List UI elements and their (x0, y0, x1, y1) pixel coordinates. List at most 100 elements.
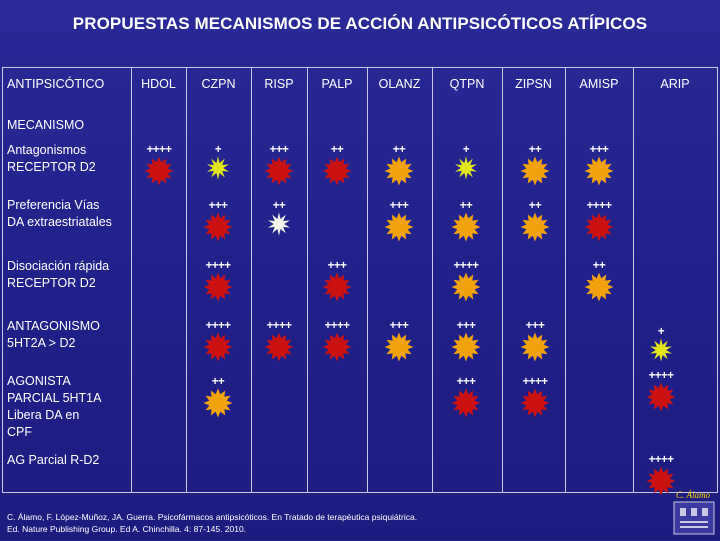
marker-ant-palp: ++++ (314, 320, 360, 362)
grid-line (307, 67, 308, 492)
star-shape (267, 212, 291, 236)
marker-level-text: ++++ (205, 320, 231, 332)
marker-ant-arip: + (638, 326, 684, 362)
star-core (590, 162, 608, 180)
marker-pref-czpn: +++ (195, 200, 241, 242)
marker-ant-qtpn: +++ (443, 320, 489, 362)
star-core (328, 162, 346, 180)
marker-level-text: ++++ (648, 370, 674, 382)
header-hdol: HDOL (141, 77, 176, 91)
header-qtpn: QTPN (449, 77, 485, 91)
star-core (526, 218, 544, 236)
row-label-agonista-parcial: AGONISTA PARCIAL 5HT1A Libera DA en CPF (7, 374, 101, 439)
marker-level-text: ++ (459, 200, 473, 212)
marker-d2-zipsn: ++ (512, 144, 558, 186)
star-red-icon (646, 466, 676, 496)
marker-d2-qtpn: + (443, 144, 489, 180)
citation: C. Álamo, F. López-Muñoz, JA. Guerra. Ps… (7, 511, 417, 535)
logo-text: C. Álamo (676, 490, 711, 500)
row-label-ag-parcial-rd2: AG Parcial R-D2 (7, 453, 100, 467)
marker-level-text: + (657, 326, 665, 338)
star-red-icon (322, 332, 352, 362)
star-core (526, 162, 544, 180)
star-shape (206, 156, 230, 180)
star-red-icon (451, 388, 481, 418)
marker-level-text: ++++ (648, 454, 674, 466)
marker-level-text: ++ (211, 376, 225, 388)
marker-pref-risp: ++ (256, 200, 302, 236)
star-core (328, 278, 346, 296)
star-core (457, 338, 475, 356)
star-orange-icon (520, 212, 550, 242)
marker-level-text: ++ (392, 144, 406, 156)
star-red-icon (264, 332, 294, 362)
grid-line (2, 67, 718, 68)
citation-line-2: Ed. Nature Publishing Group. Ed A. Chinc… (7, 524, 247, 534)
citation-line-1: C. Álamo, F. López-Muñoz, JA. Guerra. Ps… (7, 512, 418, 522)
marker-d2-risp: +++ (256, 144, 302, 186)
header-arip: ARIP (660, 77, 690, 91)
header-antipsicotico: ANTIPSICÓTICO (7, 77, 105, 91)
marker-dis-palp: +++ (314, 260, 360, 302)
star-core (457, 394, 475, 412)
star-red-icon (584, 212, 614, 242)
star-core (390, 162, 408, 180)
grid-line (717, 67, 718, 492)
star-core (209, 338, 227, 356)
marker-pref-zipsn: ++ (512, 200, 558, 242)
marker-level-text: ++++ (522, 376, 548, 388)
star-yellow-icon (649, 338, 673, 362)
marker-level-text: +++ (456, 376, 476, 388)
star-core (457, 278, 475, 296)
star-core (652, 388, 670, 406)
marker-dis-amisp: ++ (576, 260, 622, 302)
star-orange-icon (520, 332, 550, 362)
star-core (270, 162, 288, 180)
marker-d2-czpn: + (195, 144, 241, 180)
star-core (209, 218, 227, 236)
marker-dis-czpn: ++++ (195, 260, 241, 302)
marker-ago-arip: ++++ (638, 370, 684, 412)
star-core (270, 338, 288, 356)
marker-level-text: ++++ (586, 200, 612, 212)
star-core (457, 218, 475, 236)
star-red-icon (646, 382, 676, 412)
star-orange-icon (451, 332, 481, 362)
star-orange-icon (384, 212, 414, 242)
star-red-icon (203, 212, 233, 242)
marker-d2-olanz: ++ (376, 144, 422, 186)
row-label-mecanismo: MECANISMO (7, 118, 85, 132)
marker-ant-czpn: ++++ (195, 320, 241, 362)
star-orange-icon (451, 212, 481, 242)
marker-level-text: ++++ (453, 260, 479, 272)
author-logo: C. Álamo (672, 490, 716, 536)
star-yellow-icon (454, 156, 478, 180)
marker-dis-qtpn: ++++ (443, 260, 489, 302)
star-white-icon (267, 212, 291, 236)
star-red-icon (322, 272, 352, 302)
star-core (526, 338, 544, 356)
marker-level-text: ++ (528, 144, 542, 156)
star-core (150, 162, 168, 180)
row-label-antagonismo-5ht2a: ANTAGONISMO 5HT2A > D2 (7, 319, 100, 350)
grid-line (131, 67, 132, 492)
marker-level-text: ++ (592, 260, 606, 272)
grid-line (565, 67, 566, 492)
marker-ago-czpn: ++ (195, 376, 241, 418)
marker-level-text: + (214, 144, 222, 156)
logo-emblem-icon (673, 501, 715, 535)
star-core (209, 394, 227, 412)
grid-line (186, 67, 187, 492)
marker-level-text: +++ (525, 320, 545, 332)
star-red-icon (203, 272, 233, 302)
star-orange-icon (203, 388, 233, 418)
marker-d2-hdol: ++++ (136, 144, 182, 186)
star-orange-icon (384, 332, 414, 362)
marker-level-text: +++ (389, 200, 409, 212)
marker-level-text: ++ (272, 200, 286, 212)
header-risp: RISP (264, 77, 294, 91)
slide-title: PROPUESTAS MECANISMOS DE ACCIÓN ANTIPSIC… (72, 14, 648, 33)
marker-level-text: +++ (589, 144, 609, 156)
star-red-icon (322, 156, 352, 186)
